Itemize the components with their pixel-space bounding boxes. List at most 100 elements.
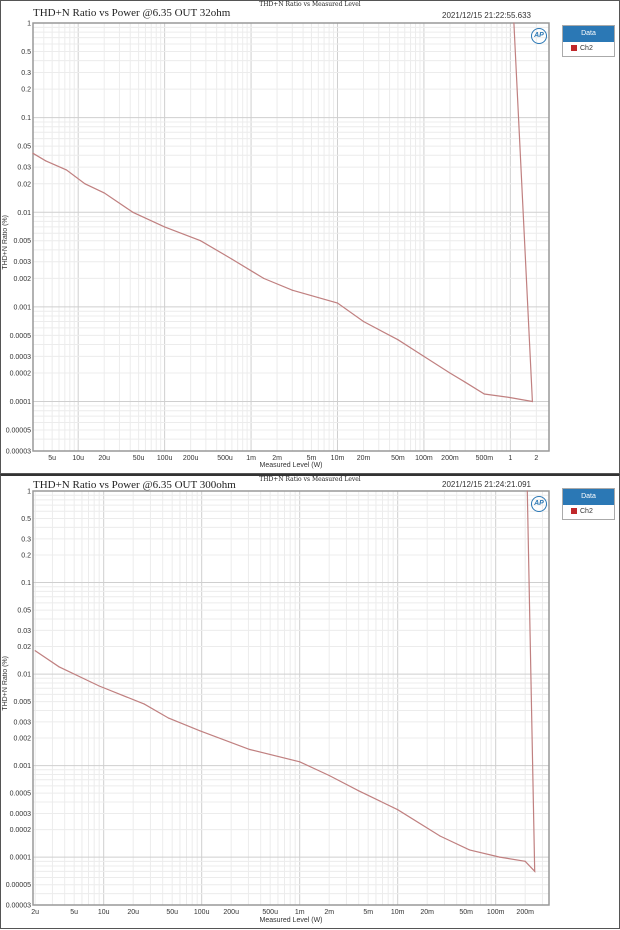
legend-swatch [571,45,577,51]
plot-svg: 2u 5u 10u 20u 50u 100u 200u 500u 1m 2m 5m 10m 20m 50m… [6,489,550,916]
y-tick-label: 0.003 [13,719,31,726]
data-point [143,703,145,705]
y-tick-label: 0.00005 [6,428,31,435]
legend-item-ch2[interactable]: Ch2 [563,42,614,56]
y-tick-label: 1 [27,489,31,496]
x-tick-label: 100m [487,909,505,916]
x-tick-label: 1 [508,455,512,462]
y-tick-label: 0.3 [21,70,31,77]
y-tick-label: 0.0005 [10,333,32,340]
x-tick-label: 10u [72,455,84,462]
x-tick-label: 20m [357,455,371,462]
data-point [439,835,441,837]
y-tick-label: 0.2 [21,87,31,94]
x-tick-label: 10u [98,909,110,916]
x-tick-label: 10m [331,455,345,462]
data-point [58,666,60,668]
data-point [464,381,466,383]
data-point [249,748,251,751]
data-point [531,400,534,403]
data-point [132,211,134,213]
y-tick-label: 0.0003 [10,354,32,361]
y-tick-label: 0.05 [17,608,31,615]
y-tick-label: 0.01 [17,672,31,679]
x-tick-label: 50u [133,455,145,462]
data-point [45,160,47,162]
data-point [199,240,202,242]
x-tick-label: 1m [295,909,305,916]
data-point [299,761,301,763]
y-axis-label: THD+N Ratio (%) [2,215,9,270]
legend: Data Ch2 [562,488,615,520]
x-tick-label: 500u [217,455,233,462]
x-tick-label: 2 [534,455,538,462]
data-point [423,355,425,357]
data-point [65,169,67,171]
x-tick-label: 100u [194,909,210,916]
y-tick-label: 0.002 [13,276,31,283]
x-tick-label: 2u [31,909,39,916]
y-tick-label: 0.00003 [6,903,31,910]
x-axis-label: Measured Level (W) [259,917,323,924]
data-point [328,774,330,777]
chart-title: THD+N Ratio vs Power @6.35 OUT 32ohm [33,7,231,19]
x-axis-label: Measured Level (W) [259,462,323,469]
data-point [449,372,451,374]
x-tick-label: 200u [183,455,199,462]
y-tick-label: 0.2 [21,552,31,559]
y-tick-label: 1 [27,21,31,28]
y-tick-label: 0.003 [13,259,31,266]
x-tick-label: 200u [223,909,239,916]
data-point [168,717,170,719]
y-tick-label: 0.1 [21,580,31,587]
legend-swatch [571,508,577,514]
y-tick-label: 0.02 [17,181,31,188]
data-point [84,183,86,185]
legend-label: Ch2 [580,45,593,52]
timestamp: 2021/12/15 21:24:21.091 [442,480,531,489]
x-tick-label: 200m [441,455,459,462]
data-point [534,870,536,872]
y-tick-label: 0.03 [17,165,31,172]
y-tick-label: 0.0001 [10,399,32,406]
legend-item-ch2[interactable]: Ch2 [563,505,614,519]
timestamp: 2021/12/15 21:22:55.633 [442,11,531,20]
y-tick-label: 0.00003 [6,449,31,456]
x-tick-label: 20u [127,909,139,916]
data-point [358,790,360,792]
y-tick-label: 0.05 [17,144,31,151]
y-tick-label: 0.0005 [10,791,32,798]
ap-logo-icon: AP [531,28,547,44]
x-tick-label: 500m [476,455,494,462]
data-point [34,650,36,652]
x-tick-label: 2m [324,909,334,916]
x-tick-label: 200m [516,909,534,916]
chart-title: THD+N Ratio vs Power @6.35 OUT 300ohm [33,479,236,491]
x-tick-label: 500u [262,909,278,916]
y-tick-label: 0.0003 [10,811,32,818]
plot-area-border [32,490,550,906]
y-tick-label: 0.002 [13,736,31,743]
y-tick-label: 0.001 [13,763,31,770]
y-tick-label: 0.0001 [10,855,32,862]
data-point [509,397,511,399]
data-point [526,490,528,492]
data-point [291,289,293,291]
data-point [483,393,485,395]
legend-title: Data [563,26,614,42]
y-tick-label: 0.1 [21,115,31,122]
y-tick-label: 0.03 [17,628,31,635]
ap-logo-icon: AP [531,496,547,512]
x-tick-label: 20u [98,455,110,462]
y-tick-label: 0.5 [21,49,31,56]
x-tick-label: 100u [157,455,173,462]
data-point [32,152,34,154]
data-point [199,730,201,732]
data-point [397,809,399,811]
super-title: THD+N Ratio vs Measured Level [259,1,361,8]
data-point [231,258,233,260]
y-tick-label: 0.005 [13,699,31,706]
y-tick-label: 0.5 [21,516,31,523]
y-tick-label: 0.01 [17,210,31,217]
y-tick-label: 0.001 [13,304,31,311]
